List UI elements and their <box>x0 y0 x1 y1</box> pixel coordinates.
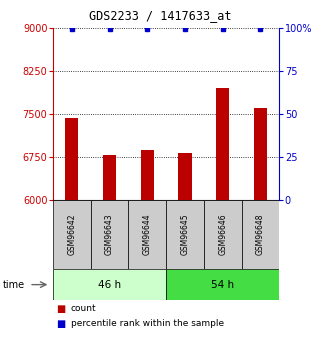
Text: GSM96648: GSM96648 <box>256 214 265 255</box>
Text: GDS2233 / 1417633_at: GDS2233 / 1417633_at <box>89 9 232 22</box>
Text: GSM96642: GSM96642 <box>67 214 76 255</box>
Bar <box>128 200 166 269</box>
Text: ■: ■ <box>56 304 65 314</box>
Text: 54 h: 54 h <box>211 280 234 289</box>
Bar <box>65 118 78 200</box>
Bar <box>241 200 279 269</box>
Text: ■: ■ <box>56 319 65 329</box>
Bar <box>53 200 91 269</box>
Bar <box>204 200 241 269</box>
Text: GSM96646: GSM96646 <box>218 214 227 255</box>
Bar <box>53 269 166 300</box>
Text: GSM96643: GSM96643 <box>105 214 114 255</box>
Bar <box>103 155 116 200</box>
Text: time: time <box>3 280 25 289</box>
Bar <box>141 149 154 200</box>
Bar <box>254 108 267 200</box>
Bar <box>178 153 192 200</box>
Text: count: count <box>71 304 96 313</box>
Bar <box>166 269 279 300</box>
Bar <box>91 200 128 269</box>
Text: GSM96644: GSM96644 <box>143 214 152 255</box>
Text: GSM96645: GSM96645 <box>180 214 189 255</box>
Text: 46 h: 46 h <box>98 280 121 289</box>
Bar <box>166 200 204 269</box>
Bar <box>216 88 229 200</box>
Text: percentile rank within the sample: percentile rank within the sample <box>71 319 224 328</box>
